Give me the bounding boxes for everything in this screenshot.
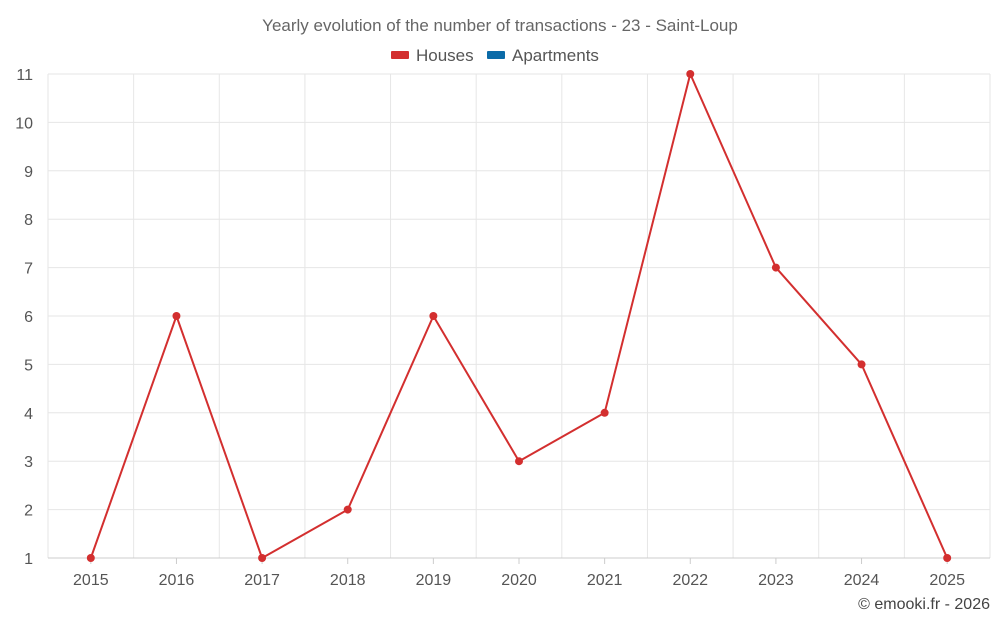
chart-title: Yearly evolution of the number of transa… — [262, 16, 738, 35]
data-point-houses-2021[interactable] — [600, 408, 609, 417]
y-tick-label: 4 — [24, 406, 33, 423]
data-point-houses-2018[interactable] — [343, 505, 352, 514]
data-point-houses-2025[interactable] — [943, 554, 952, 562]
data-point-houses-2024[interactable] — [857, 360, 866, 369]
y-tick-label: 6 — [24, 309, 33, 326]
y-tick-label: 11 — [16, 67, 33, 84]
x-tick-label: 2025 — [929, 572, 965, 589]
credit: © emooki.fr - 2026 — [858, 596, 990, 613]
data-point-houses-2015[interactable] — [86, 554, 95, 562]
data-point-houses-2017[interactable] — [258, 554, 267, 562]
x-tick-label: 2018 — [330, 572, 366, 589]
y-tick-label: 8 — [24, 212, 33, 229]
legend-label-apartments[interactable]: Apartments — [512, 46, 599, 65]
x-axis-ticks: 2015 2016 2017 2018 2019 2020 2021 2022 2023 2024… — [73, 558, 965, 589]
x-tick-label: 2016 — [159, 572, 195, 589]
legend: Houses Apartments — [391, 46, 599, 65]
y-tick-label: 10 — [15, 115, 33, 132]
y-tick-label: 5 — [24, 357, 33, 374]
legend-label-houses[interactable]: Houses — [416, 46, 474, 65]
grid — [47, 73, 991, 559]
data-point-houses-2022[interactable] — [686, 70, 695, 78]
x-tick-label: 2022 — [672, 572, 708, 589]
data-point-houses-2023[interactable] — [771, 263, 780, 272]
data-point-houses-2016[interactable] — [172, 312, 181, 320]
legend-swatch-houses[interactable] — [391, 51, 409, 59]
y-axis-ticks: 1 2 3 4 5 6 7 8 9 10 11 — [15, 67, 33, 568]
data-point-houses-2019[interactable] — [429, 312, 438, 320]
x-tick-label: 2020 — [501, 572, 537, 589]
series-houses — [86, 70, 952, 562]
x-tick-label: 2019 — [416, 572, 452, 589]
x-tick-label: 2015 — [73, 572, 109, 589]
y-tick-label: 2 — [24, 503, 33, 520]
x-tick-label: 2021 — [587, 572, 623, 589]
x-tick-label: 2023 — [758, 572, 794, 589]
data-point-houses-2020[interactable] — [515, 457, 523, 466]
y-tick-label: 7 — [24, 261, 33, 278]
y-tick-label: 3 — [24, 454, 33, 471]
x-tick-label: 2024 — [844, 572, 880, 589]
x-tick-label: 2017 — [244, 572, 280, 589]
legend-swatch-apartments[interactable] — [487, 51, 505, 59]
y-tick-label: 1 — [24, 551, 33, 568]
y-tick-label: 9 — [24, 164, 33, 181]
